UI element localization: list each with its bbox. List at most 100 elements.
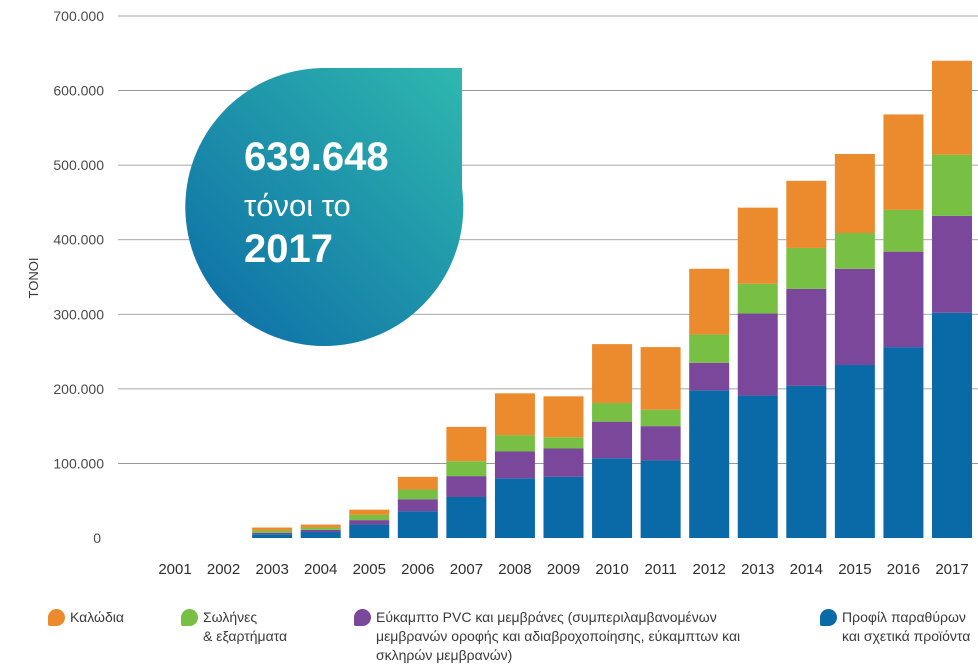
bar-segment	[883, 209, 924, 252]
bar-segment	[786, 385, 827, 538]
y-tick-label: 700.000	[53, 8, 104, 24]
y-tick-label: 500.000	[53, 157, 104, 173]
y-tick-label: 300.000	[53, 306, 104, 322]
x-tick-label: 2002	[207, 561, 240, 578]
bar-segment	[932, 215, 972, 313]
bar-segment	[689, 268, 730, 335]
bar-segment	[834, 153, 875, 234]
x-tick-label: 2013	[741, 561, 774, 578]
y-tick-label: 400.000	[53, 232, 104, 248]
bar-segment	[737, 283, 778, 314]
callout-text: τόνοι το	[244, 188, 351, 223]
bar-segment	[300, 524, 341, 528]
y-tick-label: 200.000	[53, 381, 104, 397]
bar-segment	[543, 448, 584, 477]
bar-segment	[834, 268, 875, 365]
bar-segment	[689, 334, 730, 363]
bars	[252, 60, 972, 538]
bar-segment	[737, 395, 778, 538]
x-tick-label: 2005	[353, 561, 386, 578]
stacked-bar-chart: 0 100.000 200.000 300.000 400.000 500.000 600.…	[26, 8, 978, 578]
bar-segment	[349, 520, 390, 525]
legend-swatch-window-profiles	[820, 609, 837, 626]
x-tick-label: 2001	[158, 561, 191, 578]
x-axis-ticks: 2001 2002 2003 2004 2005 2006 2007 2008 2009 2010…	[158, 561, 968, 578]
callout-year: 2017	[244, 227, 333, 271]
x-tick-label: 2014	[790, 561, 823, 578]
bar-segment	[252, 527, 293, 531]
callout-number: 639.648	[244, 135, 389, 179]
bar-segment	[592, 403, 633, 422]
callout-drop-shape	[185, 68, 464, 346]
bar-segment	[932, 312, 972, 538]
bar-segment	[349, 509, 390, 515]
bar-segment	[494, 435, 535, 452]
bar-segment	[689, 390, 730, 538]
bar-segment	[349, 514, 390, 521]
legend-label-flexible-pvc: Εύκαμπτο PVC και μεμβράνες (συμπεριλαμβα…	[376, 609, 741, 663]
bar-segment	[349, 524, 390, 538]
x-tick-label: 2006	[401, 561, 434, 578]
bar-segment	[397, 499, 438, 512]
bar-segment	[446, 476, 487, 497]
bar-segment	[592, 458, 633, 538]
bar-segment	[932, 60, 972, 155]
bar-segment	[883, 251, 924, 348]
x-tick-label: 2017	[935, 561, 968, 578]
bar-segment	[592, 344, 633, 404]
legend-swatch-flexible-pvc	[354, 609, 371, 626]
bar-segment	[737, 313, 778, 396]
bar-segment	[446, 426, 487, 462]
y-axis-label: ΤΟΝΟΙ	[26, 258, 41, 299]
y-tick-label: 0	[93, 530, 101, 546]
bar-segment	[640, 426, 681, 461]
x-tick-label: 2012	[693, 561, 726, 578]
bar-segment	[446, 461, 487, 477]
bar-segment	[300, 527, 341, 530]
x-tick-label: 2010	[595, 561, 628, 578]
bar-segment	[640, 347, 681, 410]
bar-segment	[592, 421, 633, 459]
x-tick-label: 2008	[498, 561, 531, 578]
bar-segment	[786, 288, 827, 386]
bar-segment	[640, 460, 681, 538]
bar-segment	[932, 154, 972, 216]
y-tick-label: 100.000	[53, 455, 104, 471]
y-axis-ticks: 0 100.000 200.000 300.000 400.000 500.000 600.…	[53, 8, 104, 546]
bar-segment	[883, 347, 924, 538]
x-tick-label: 2009	[547, 561, 580, 578]
x-tick-label: 2011	[644, 561, 676, 578]
bar-segment	[786, 247, 827, 289]
legend: Καλώδια Σωλήνες & εξαρτήματα Εύκαμπτο PV…	[0, 606, 978, 665]
legend-item-pipes: Σωλήνες & εξαρτήματα	[181, 608, 287, 646]
bar-segment	[737, 207, 778, 284]
x-tick-label: 2007	[450, 561, 483, 578]
bar-segment	[300, 529, 341, 533]
bar-segment	[252, 532, 293, 535]
x-tick-label: 2003	[255, 561, 288, 578]
callout-badge: 639.648 τόνοι το 2017	[185, 68, 464, 346]
bar-segment	[689, 362, 730, 391]
bar-segment	[543, 437, 584, 449]
bar-segment	[494, 393, 535, 436]
bar-segment	[640, 409, 681, 427]
x-tick-label: 2004	[304, 561, 337, 578]
legend-swatch-cables	[48, 609, 65, 626]
bar-segment	[543, 476, 584, 538]
bar-segment	[834, 364, 875, 538]
legend-swatch-pipes	[181, 609, 198, 626]
bar-segment	[252, 534, 293, 538]
bar-segment	[883, 114, 924, 210]
bar-segment	[543, 396, 584, 438]
bar-segment	[446, 496, 487, 538]
bar-segment	[494, 478, 535, 538]
bar-segment	[397, 511, 438, 538]
bar-segment	[494, 451, 535, 479]
bar-segment	[834, 233, 875, 269]
bar-segment	[397, 489, 438, 500]
legend-item-flexible-pvc: Εύκαμπτο PVC και μεμβράνες (συμπεριλαμβα…	[354, 608, 740, 665]
bar-segment	[397, 476, 438, 490]
legend-label-cables: Καλώδια	[70, 609, 124, 625]
bar-segment	[300, 532, 341, 538]
x-tick-label: 2015	[838, 561, 871, 578]
